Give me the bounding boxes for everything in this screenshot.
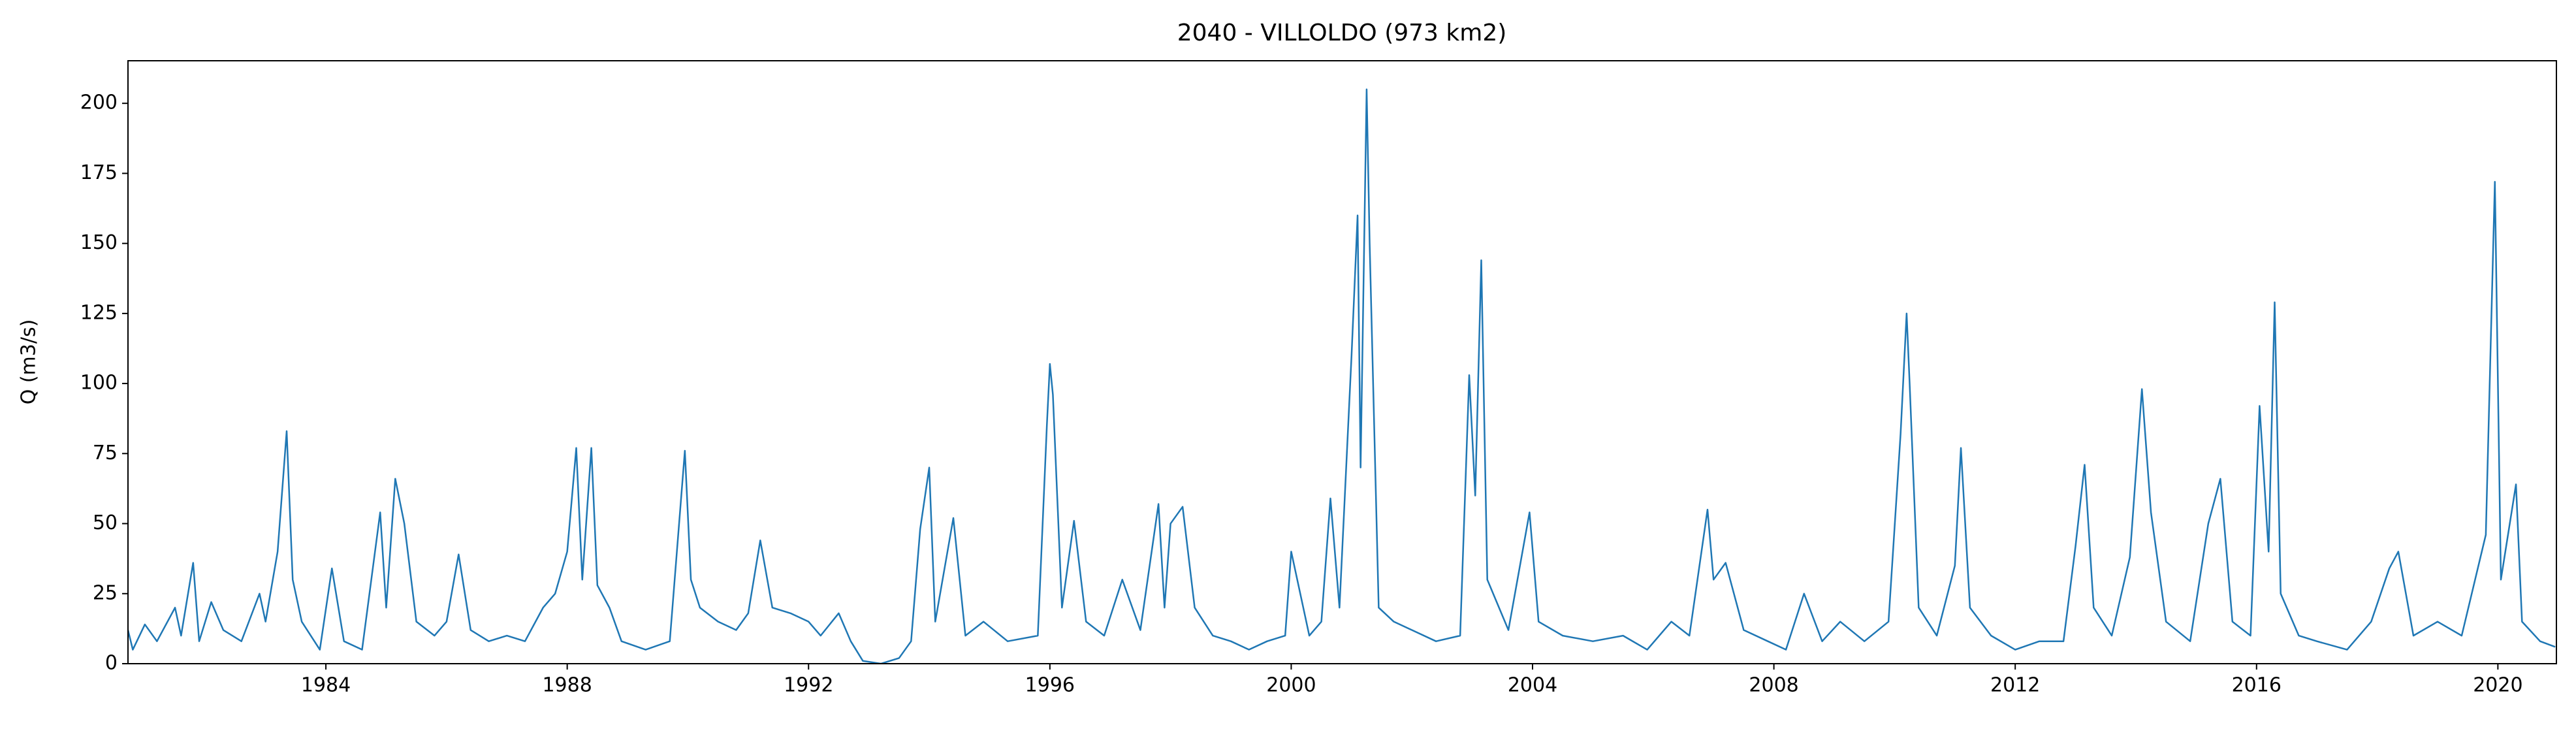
x-tick-label: 2020 <box>2473 674 2522 697</box>
y-tick-label: 25 <box>93 581 118 604</box>
y-tick-label: 0 <box>105 652 118 675</box>
x-tick-label: 2012 <box>1990 674 2040 697</box>
x-tick-label: 1996 <box>1025 674 1075 697</box>
x-tick-label: 1988 <box>542 674 592 697</box>
x-tick-label: 2004 <box>1508 674 1557 697</box>
y-tick-label: 50 <box>93 511 118 534</box>
x-tick-label: 1984 <box>301 674 351 697</box>
y-tick-label: 200 <box>80 91 118 114</box>
flow-line <box>128 88 2556 664</box>
y-axis-label: Q (m3/s) <box>18 319 40 405</box>
x-tick-label: 2000 <box>1266 674 1316 697</box>
y-tick-label: 175 <box>80 161 118 184</box>
x-tick-label: 1992 <box>784 674 833 697</box>
y-tick-label: 100 <box>80 372 118 395</box>
x-tick-label: 2008 <box>1749 674 1798 697</box>
plot-frame <box>127 60 2557 664</box>
y-tick-label: 150 <box>80 231 118 254</box>
y-tick-label: 125 <box>80 301 118 324</box>
y-tick-label: 75 <box>93 442 118 464</box>
x-tick-label: 2016 <box>2232 674 2282 697</box>
chart-title: 2040 - VILLOLDO (973 km2) <box>1177 20 1507 46</box>
